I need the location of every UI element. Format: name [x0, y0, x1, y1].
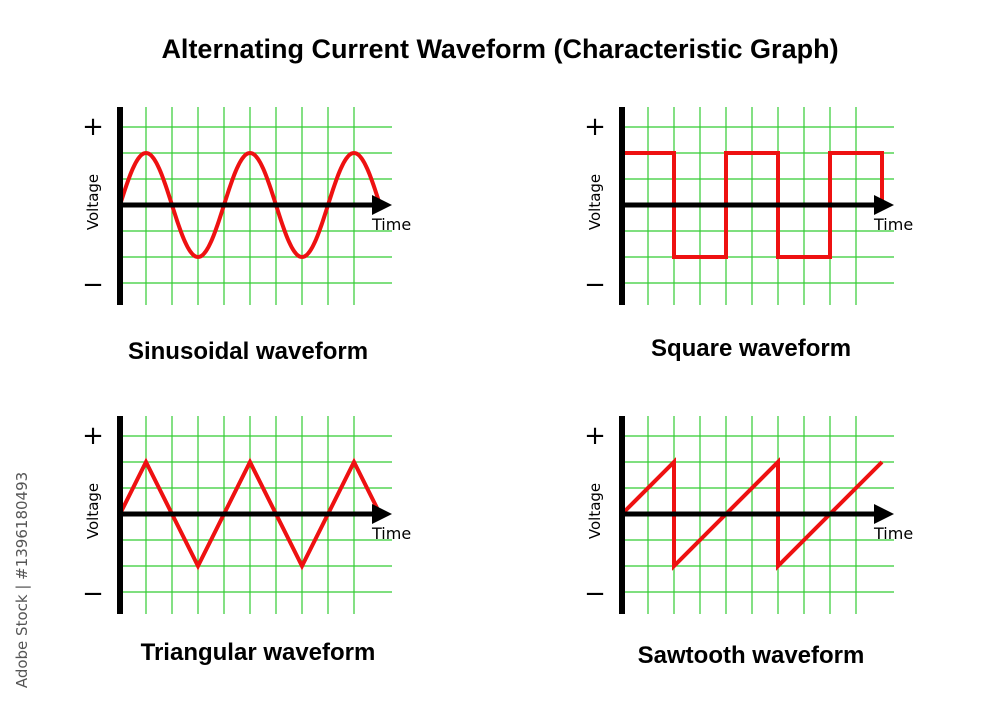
waveform-line	[118, 150, 381, 260]
time-axis-label: Time	[371, 524, 411, 543]
watermark: Adobe Stock | #1396180493	[13, 471, 31, 689]
plus-sign: +	[584, 112, 606, 142]
voltage-axis-label: Voltage	[586, 483, 604, 539]
voltage-axis-label: Voltage	[84, 174, 102, 230]
minus-sign: −	[584, 579, 606, 609]
arrow-head-icon	[372, 504, 392, 524]
minus-sign: −	[82, 579, 104, 609]
chart-sinusoidal: Time Voltage + −	[82, 107, 411, 305]
voltage-axis-label: Voltage	[586, 174, 604, 230]
time-axis-label: Time	[873, 524, 913, 543]
caption-sawtooth: Sawtooth waveform	[637, 642, 865, 669]
minus-sign: −	[82, 270, 104, 300]
arrow-head-icon	[874, 195, 894, 215]
voltage-axis-label: Voltage	[84, 483, 102, 539]
arrow-head-icon	[372, 195, 392, 215]
waveform-line	[622, 151, 884, 259]
plus-sign: +	[82, 112, 104, 142]
chart-square: Time Voltage + −	[584, 107, 913, 305]
caption-square: Square waveform	[650, 335, 852, 362]
minus-sign: −	[584, 270, 606, 300]
time-axis-label: Time	[371, 215, 411, 234]
caption-sinusoidal: Sinusoidal waveform	[127, 338, 369, 365]
plus-sign: +	[82, 421, 104, 451]
chart-sawtooth: Time Voltage + −	[584, 416, 913, 614]
chart-triangular: Time Voltage + −	[82, 416, 411, 614]
caption-triangular: Triangular waveform	[140, 639, 376, 666]
page-title: Alternating Current Waveform (Characteri…	[161, 34, 839, 64]
arrow-head-icon	[874, 504, 894, 524]
time-axis-label: Time	[873, 215, 913, 234]
plus-sign: +	[584, 421, 606, 451]
waveform-line	[118, 457, 382, 571]
